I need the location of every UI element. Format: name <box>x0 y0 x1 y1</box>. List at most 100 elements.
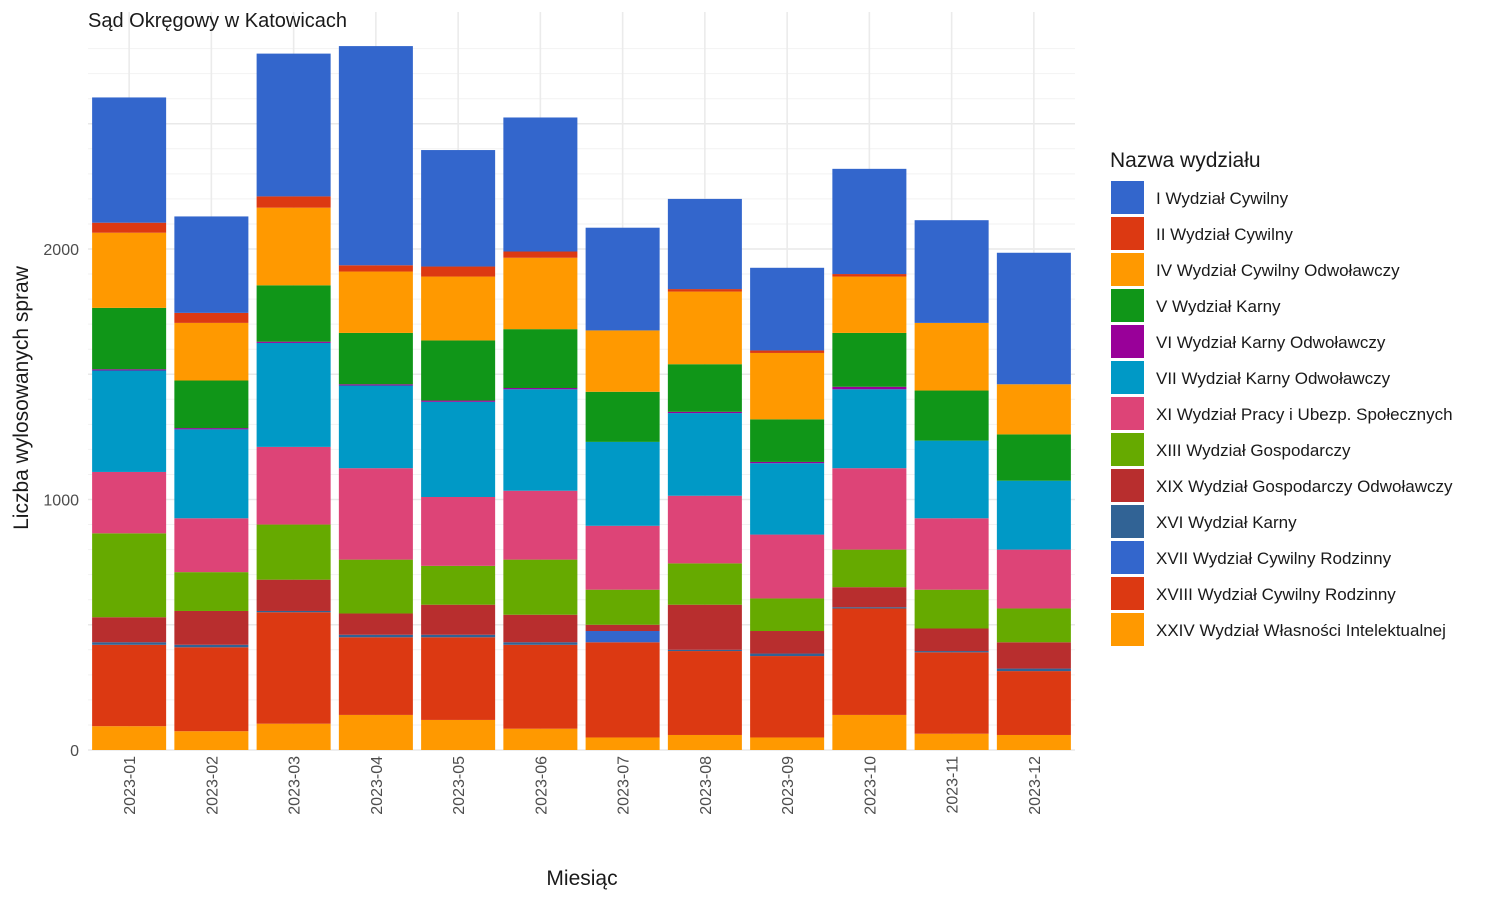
bar-segment <box>92 617 167 643</box>
bar-segment <box>832 549 907 588</box>
bar-segment <box>832 587 907 608</box>
bar-segment <box>914 390 989 441</box>
bar-segment <box>750 419 825 462</box>
bar-segment <box>585 525 660 590</box>
bar-segment <box>421 565 496 605</box>
bar-segment <box>174 647 249 732</box>
bar-segment <box>585 227 660 331</box>
bar-segment <box>996 252 1071 385</box>
bar-segment <box>503 329 578 389</box>
bar-segment <box>585 330 660 392</box>
bar-segment <box>338 613 413 635</box>
x-tick-label: 2023-11 <box>945 756 962 814</box>
legend-label: V Wydział Karny <box>1156 297 1281 316</box>
legend-label: XVII Wydział Cywilny Rodzinny <box>1156 549 1392 568</box>
legend-swatch <box>1111 469 1144 502</box>
bar-segment <box>421 719 496 750</box>
bar-segment <box>338 468 413 560</box>
bar-segment <box>667 289 742 292</box>
legend-label: IV Wydział Cywilny Odwoławczy <box>1156 261 1400 280</box>
bar-segment <box>667 495 742 564</box>
bar-segment <box>92 307 167 370</box>
bar-segment <box>667 198 742 290</box>
bar-segment <box>421 637 496 720</box>
legend-label: VII Wydział Karny Odwoławczy <box>1156 369 1391 388</box>
bar-segment <box>750 534 825 599</box>
bar-segment <box>503 257 578 330</box>
x-tick-label: 2023-06 <box>533 756 550 815</box>
bar-segment <box>174 610 249 645</box>
bar-segment <box>421 150 496 267</box>
bar-segment <box>503 614 578 643</box>
bar-segment <box>585 589 660 625</box>
legend-swatch <box>1111 613 1144 646</box>
bar-segment <box>585 737 660 750</box>
bar-segment <box>667 563 742 605</box>
bar-segment <box>174 428 249 430</box>
bar-segment <box>256 610 331 613</box>
x-tick-label: 2023-01 <box>122 756 139 815</box>
bar-segment <box>832 332 907 387</box>
bar-segment <box>421 276 496 341</box>
bar-segment <box>92 533 167 618</box>
legend-title: Nazwa wydziału <box>1110 149 1261 172</box>
legend-swatch <box>1111 289 1144 322</box>
bar-segment <box>503 388 578 390</box>
bar-segment <box>256 579 331 611</box>
bar-segment <box>832 274 907 277</box>
x-tick-label: 2023-07 <box>616 756 633 815</box>
bar-segment <box>92 232 167 308</box>
bar-segment <box>503 251 578 258</box>
bar-segment <box>996 668 1071 672</box>
bar-segment <box>174 644 249 648</box>
bar-segment <box>832 168 907 275</box>
bar-segment <box>585 642 660 738</box>
legend-label: I Wydział Cywilny <box>1156 189 1289 208</box>
legend-label: XI Wydział Pracy i Ubezp. Społecznych <box>1156 405 1453 424</box>
legend-swatch <box>1111 505 1144 538</box>
bar-segment <box>256 341 331 343</box>
bar-segment <box>832 386 907 390</box>
bar-segment <box>750 631 825 654</box>
bar-segment <box>92 471 167 534</box>
x-tick-label: 2023-09 <box>780 756 797 815</box>
bar-segment <box>256 285 331 342</box>
bars <box>92 46 1071 750</box>
bar-segment <box>92 369 167 371</box>
bar-segment <box>503 728 578 750</box>
bar-segment <box>914 518 989 590</box>
bar-segment <box>832 389 907 469</box>
legend-swatch <box>1111 361 1144 394</box>
bar-segment <box>256 53 331 197</box>
x-tick-label: 2023-03 <box>287 756 304 815</box>
legend-label: XVI Wydział Karny <box>1156 513 1297 532</box>
bar-segment <box>174 429 249 519</box>
bar-segment <box>914 628 989 652</box>
bar-segment <box>750 598 825 632</box>
legend-label: XXIV Wydział Własności Intelektualnej <box>1156 621 1446 640</box>
bar-segment <box>832 276 907 333</box>
legend-label: XIX Wydział Gospodarczy Odwoławczy <box>1156 477 1453 496</box>
x-tick-label: 2023-10 <box>862 756 879 815</box>
y-axis-title: Liczba wylosowanych spraw <box>10 265 33 530</box>
bar-segment <box>750 350 825 353</box>
bar-segment <box>256 612 331 724</box>
bar-segment <box>667 291 742 365</box>
bar-segment <box>503 642 578 645</box>
legend-swatch <box>1111 433 1144 466</box>
y-tick-label: 0 <box>70 743 79 760</box>
bar-segment <box>667 411 742 414</box>
bar-segment <box>914 652 989 734</box>
bar-segment <box>338 46 413 266</box>
x-tick-label: 2023-08 <box>698 756 715 815</box>
bar-segment <box>750 653 825 657</box>
bar-segment <box>338 559 413 614</box>
bar-segment <box>421 400 496 402</box>
bar-segment <box>421 604 496 635</box>
axes: 0 1000 2000 2023-01 2023-02 2023-03 2023-04 202… <box>43 242 1043 815</box>
legend-swatch <box>1111 181 1144 214</box>
legend-items: I Wydział Cywilny II Wydział Cywilny IV Wy… <box>1111 181 1453 646</box>
bar-segment <box>92 642 167 645</box>
bar-segment <box>174 312 249 323</box>
